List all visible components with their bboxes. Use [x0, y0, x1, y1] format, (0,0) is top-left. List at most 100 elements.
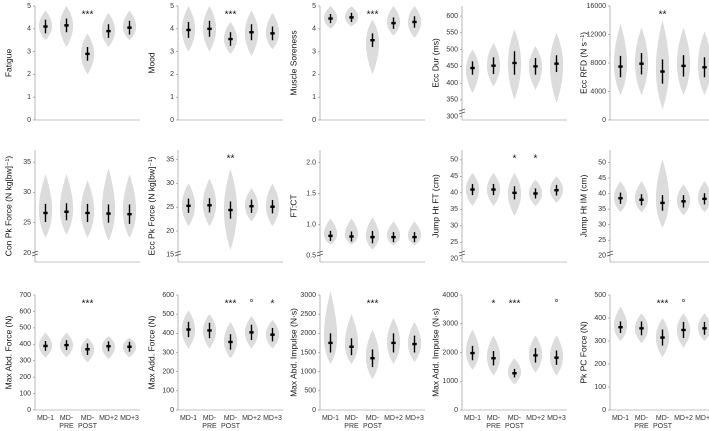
significance: ***	[82, 10, 94, 21]
y-tick-label: 16000	[587, 3, 607, 10]
mean-point	[533, 192, 538, 195]
y-tick-label: 0	[27, 117, 31, 124]
y-tick-label: 100	[19, 390, 31, 397]
x-tick-label: MD+2	[674, 415, 693, 422]
y-tick-label: 2500	[300, 311, 316, 318]
x-tick-line: MD+2	[526, 415, 545, 422]
y-tick-label: 30	[598, 222, 606, 229]
y-tick-label: 20	[23, 250, 31, 257]
mean-point	[702, 327, 707, 330]
y-tick-label: 0	[454, 407, 458, 414]
x-tick-line: MD-	[366, 415, 380, 422]
y-axis-label: Ecc Dur (ms)	[430, 38, 440, 88]
x-tick-line: MD-1	[37, 415, 54, 422]
y-tick-label: 0	[312, 407, 316, 414]
y-axis-label: Ecc RFD (N s⁻¹)	[578, 32, 588, 94]
mean-point	[660, 70, 665, 73]
y-tick-label: 3000	[300, 292, 316, 299]
x-tick-label: MD+2	[526, 415, 545, 422]
mean-point	[491, 64, 496, 67]
mean-point	[106, 212, 111, 215]
mean-point	[370, 357, 375, 360]
mean-point	[249, 331, 254, 334]
mean-point	[681, 200, 686, 203]
mean-point	[64, 343, 69, 347]
y-tick-label: 5	[170, 3, 174, 10]
x-tick-label: MD-1	[612, 415, 629, 422]
significance: °	[682, 299, 686, 310]
y-tick-label: 5	[312, 3, 316, 10]
x-tick-line: MD+2	[99, 415, 118, 422]
x-tick-label: MD+3	[405, 415, 424, 422]
x-tick-line: MD+2	[384, 415, 403, 422]
y-tick-label: 200	[19, 374, 31, 381]
mean-point	[660, 336, 665, 339]
mean-point	[391, 21, 396, 25]
mean-point	[127, 212, 132, 216]
x-tick-line: MD+3	[120, 415, 139, 422]
y-tick-label: 45	[450, 173, 458, 180]
y-tick-label: 500	[446, 46, 458, 53]
x-tick-label: MD-PRE	[634, 415, 649, 430]
significance: °	[555, 299, 559, 310]
violin	[697, 181, 709, 213]
y-tick-label: 35	[598, 206, 606, 213]
violin	[655, 159, 670, 228]
y-tick-label: 550	[446, 30, 458, 37]
axis-break	[458, 250, 466, 257]
mean-point	[43, 25, 48, 28]
y-tick-label: 600	[446, 13, 458, 20]
x-tick-label: MD+2	[99, 415, 118, 422]
x-tick-line: MD+3	[263, 415, 282, 422]
y-tick-label: 25	[166, 204, 174, 211]
x-tick-line: POST	[505, 423, 525, 430]
significance: °	[250, 299, 254, 310]
x-tick-line: PRE	[202, 423, 217, 430]
y-tick-label: 300	[594, 338, 606, 345]
y-tick-label: 30	[450, 223, 458, 230]
x-tick-line: MD-	[224, 415, 238, 422]
mean-point	[491, 188, 496, 191]
mean-point	[470, 66, 475, 70]
mean-point	[207, 329, 212, 332]
mean-point	[127, 26, 132, 29]
axis-break	[458, 108, 466, 115]
mean-point	[106, 29, 111, 33]
y-tick-label: 0.5	[306, 253, 316, 260]
mean-point	[681, 64, 686, 68]
mean-point	[702, 197, 707, 201]
x-tick-line: PRE	[486, 423, 501, 430]
x-tick-line: MD-	[345, 415, 359, 422]
mean-point	[618, 65, 623, 68]
y-tick-label: 8000	[590, 60, 606, 67]
y-axis-label: Max Add. Force (N)	[146, 315, 156, 389]
y-tick-label: 40	[450, 190, 458, 197]
y-tick-label: 25	[23, 219, 31, 226]
x-tick-line: MD-	[60, 415, 74, 422]
y-axis-label: FT:CT	[288, 194, 298, 217]
mean-point	[370, 235, 375, 239]
mean-point	[85, 52, 90, 56]
x-tick-label: MD-1	[180, 415, 197, 422]
y-tick-label: 200	[594, 361, 606, 368]
y-axis-label: Con Pk Force (N kg[bw]⁻¹)	[3, 156, 13, 257]
y-axis-label: Muscle Soreness	[288, 30, 298, 95]
mean-point	[639, 198, 644, 201]
y-tick-label: 500	[594, 292, 606, 299]
mean-point	[554, 356, 559, 359]
mean-point	[43, 211, 48, 215]
x-tick-line: POST	[221, 423, 241, 430]
mean-point	[512, 191, 517, 195]
significance: ***	[657, 299, 669, 310]
mean-point	[470, 351, 475, 355]
mean-point	[186, 204, 191, 207]
y-tick-label: 200	[162, 369, 174, 376]
y-tick-label: 0	[602, 407, 606, 414]
violin	[323, 291, 338, 364]
y-tick-label: 40	[598, 190, 606, 197]
x-tick-line: MD-	[656, 415, 670, 422]
mean-point	[349, 345, 354, 348]
y-tick-label: 100	[594, 384, 606, 391]
mean-point	[127, 345, 132, 348]
x-tick-label: MD-PRE	[344, 415, 359, 430]
